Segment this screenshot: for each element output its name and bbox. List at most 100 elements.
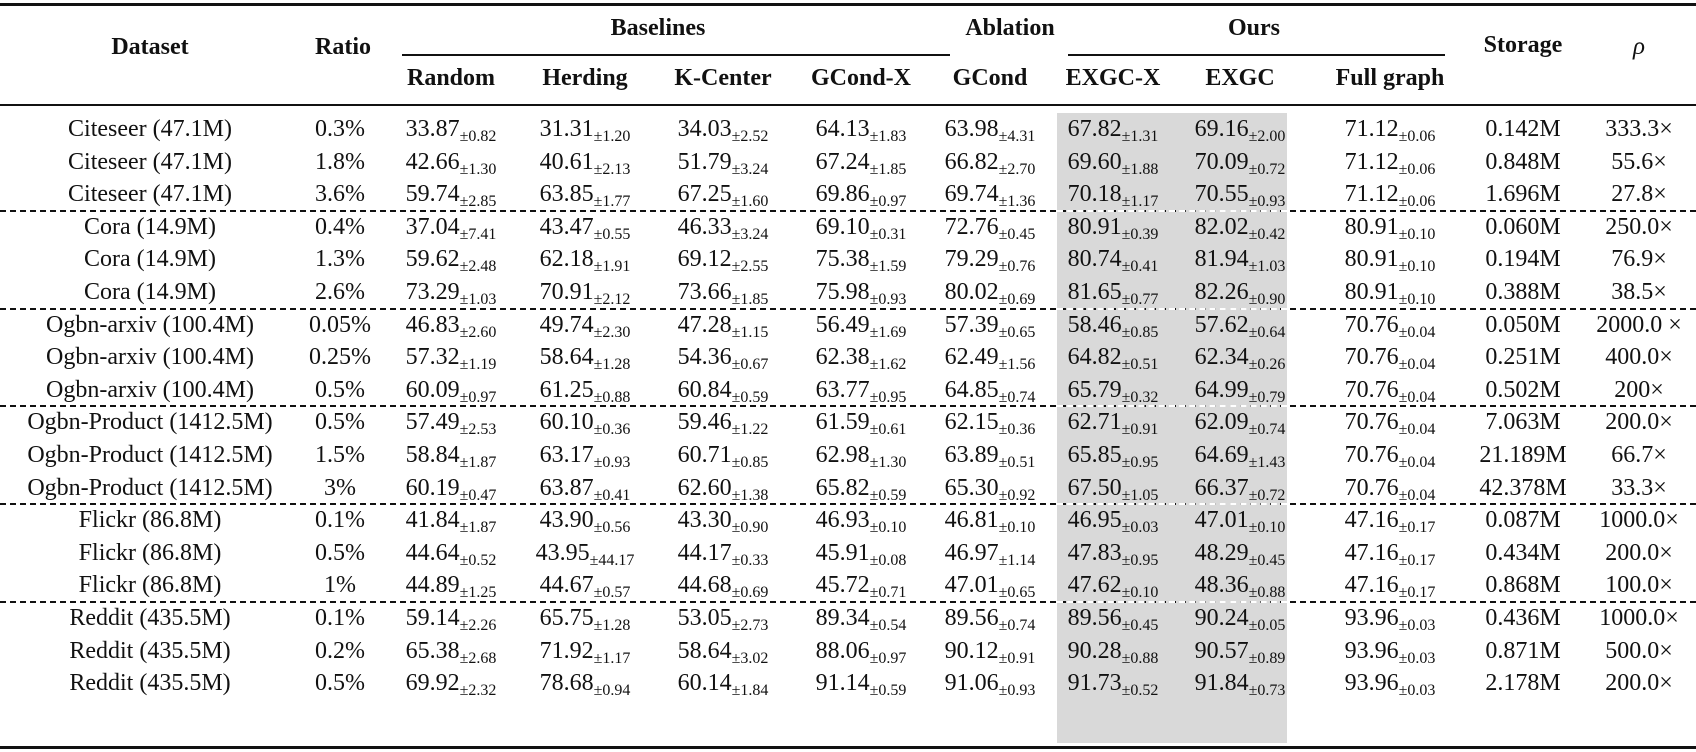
cell-std: ±0.97 xyxy=(869,649,907,667)
cell-gcondx: 88.06±0.97 xyxy=(816,634,907,668)
group-separator xyxy=(0,307,1696,310)
cell-std: ±0.72 xyxy=(1248,486,1286,504)
cell-std: ±0.52 xyxy=(1121,682,1159,700)
cell-std: ±0.73 xyxy=(1248,682,1286,700)
cell-dataset: Ogbn-arxiv (100.4M) xyxy=(46,344,254,371)
cell-gcondx: 61.59±0.61 xyxy=(816,405,907,439)
cell-exgc: 82.02±0.42 xyxy=(1195,210,1286,244)
cell-mean: 80.91 xyxy=(1067,213,1122,240)
cell-random: 46.83±2.60 xyxy=(406,308,497,342)
cell-storage: 0.848M xyxy=(1485,148,1561,175)
cell-mean: 70.91 xyxy=(539,279,594,305)
cell-std: ±0.71 xyxy=(869,584,907,602)
cell-herding: 63.85±1.77 xyxy=(540,177,631,211)
cell-storage: 0.060M xyxy=(1485,213,1561,240)
cell-std: ±1.28 xyxy=(593,356,631,374)
table-row: Ogbn-arxiv (100.4M) 0.25% 57.32±1.19 58.64±… xyxy=(0,340,1696,375)
cell-std: ±0.93 xyxy=(1248,193,1286,211)
cell-std: ±7.41 xyxy=(459,225,497,243)
cell-std: ±0.85 xyxy=(731,454,769,471)
cell-std: ±0.85 xyxy=(1121,323,1159,341)
cell-kcenter: 46.33±3.24 xyxy=(678,210,769,244)
cell-dataset: Ogbn-arxiv (100.4M) xyxy=(46,311,254,338)
cell-mean: 60.19 xyxy=(405,474,460,501)
cell-mean: 80.91 xyxy=(1344,213,1399,240)
cell-ratio: 1.3% xyxy=(315,246,365,273)
cell-mean: 43.95 xyxy=(535,539,590,566)
cell-full: 47.16±0.17 xyxy=(1345,568,1436,602)
cell-mean: 73.66 xyxy=(677,279,732,305)
cell-std: ±0.39 xyxy=(1121,225,1159,243)
cell-mean: 71.92 xyxy=(539,637,594,664)
cell-std: ±0.06 xyxy=(1398,160,1436,178)
cell-mean: 53.05 xyxy=(677,605,732,631)
cell-herding: 44.67±0.57 xyxy=(540,568,631,602)
cell-mean: 47.62 xyxy=(1067,572,1122,599)
cell-mean: 80.74 xyxy=(1067,246,1122,273)
cell-std: ±0.64 xyxy=(1248,323,1286,341)
cell-std: ±0.06 xyxy=(1398,193,1436,211)
cell-std: ±1.36 xyxy=(998,193,1036,211)
cell-mean: 90.28 xyxy=(1067,637,1122,664)
cell-mean: 61.25 xyxy=(539,376,594,403)
cell-kcenter: 43.30±0.90 xyxy=(678,503,769,537)
cell-std: ±0.74 xyxy=(998,388,1036,406)
header-gcond: GCond xyxy=(952,65,1028,91)
cell-full: 47.16±0.17 xyxy=(1345,536,1436,570)
cell-ratio: 1.8% xyxy=(315,148,365,175)
cell-std: ±0.93 xyxy=(869,291,907,308)
cell-mean: 78.68 xyxy=(539,670,594,697)
cell-std: ±0.92 xyxy=(998,486,1036,504)
cell-std: ±0.89 xyxy=(1248,649,1286,667)
cell-exgcx: 46.95±0.03 xyxy=(1068,503,1159,537)
cell-std: ±0.04 xyxy=(1398,323,1436,341)
cell-std: ±2.30 xyxy=(593,323,631,341)
cell-full: 80.91±0.10 xyxy=(1345,242,1436,276)
cell-kcenter: 34.03±2.52 xyxy=(678,112,769,146)
cell-storage: 1.696M xyxy=(1485,181,1561,208)
ours-highlight-region xyxy=(1057,113,1287,743)
cell-std: ±0.91 xyxy=(998,649,1036,667)
cell-std: ±0.03 xyxy=(1398,682,1436,700)
cell-gcond: 63.98±4.31 xyxy=(945,112,1036,146)
cell-ratio: 0.5% xyxy=(315,409,365,436)
cell-storage: 0.050M xyxy=(1485,311,1561,338)
header-group-ours: Ours xyxy=(1227,15,1281,41)
cell-gcondx: 69.10±0.31 xyxy=(816,210,907,244)
cell-mean: 70.76 xyxy=(1344,344,1399,371)
cell-storage: 0.871M xyxy=(1485,637,1561,664)
cell-mean: 93.96 xyxy=(1344,637,1399,664)
cell-mean: 71.12 xyxy=(1344,116,1399,142)
header-herding: Herding xyxy=(542,65,628,91)
header-exgcx: EXGC-X xyxy=(1065,65,1161,91)
cell-std: ±1.25 xyxy=(459,584,497,602)
cell-exgc: 64.99±0.79 xyxy=(1195,373,1286,407)
cell-full: 70.76±0.04 xyxy=(1345,340,1436,374)
cell-random: 73.29±1.03 xyxy=(406,275,497,309)
cell-exgcx: 69.60±1.88 xyxy=(1068,145,1159,179)
cell-herding: 62.18±1.91 xyxy=(540,242,631,276)
cell-random: 44.89±1.25 xyxy=(406,568,497,602)
cell-kcenter: 44.68±0.69 xyxy=(678,568,769,602)
cell-kcenter: 58.64±3.02 xyxy=(678,634,769,668)
cell-mean: 93.96 xyxy=(1344,605,1399,631)
cell-ratio: 0.5% xyxy=(315,376,365,403)
cell-mean: 47.28 xyxy=(677,311,732,338)
cell-kcenter: 60.84±0.59 xyxy=(678,373,769,407)
cell-gcond: 89.56±0.74 xyxy=(945,601,1036,635)
cell-std: ±0.95 xyxy=(869,388,907,406)
cell-mean: 70.18 xyxy=(1067,181,1122,208)
cell-std: ±0.59 xyxy=(869,682,907,700)
group-separator xyxy=(0,209,1696,212)
cell-full: 71.12±0.06 xyxy=(1345,145,1436,179)
cell-mean: 59.46 xyxy=(677,409,732,436)
cell-random: 41.84±1.87 xyxy=(406,503,497,537)
cell-mean: 45.91 xyxy=(815,539,870,566)
cell-std: ±1.30 xyxy=(459,160,497,178)
cell-mean: 89.56 xyxy=(944,605,999,631)
cell-dataset: Citeseer (47.1M) xyxy=(68,148,232,175)
cell-mean: 75.98 xyxy=(815,279,870,305)
cell-full: 93.96±0.03 xyxy=(1345,634,1436,668)
cell-exgcx: 47.83±0.95 xyxy=(1068,536,1159,570)
table-row: Flickr (86.8M) 0.5% 44.64±0.52 43.95±44.17 4… xyxy=(0,536,1696,571)
